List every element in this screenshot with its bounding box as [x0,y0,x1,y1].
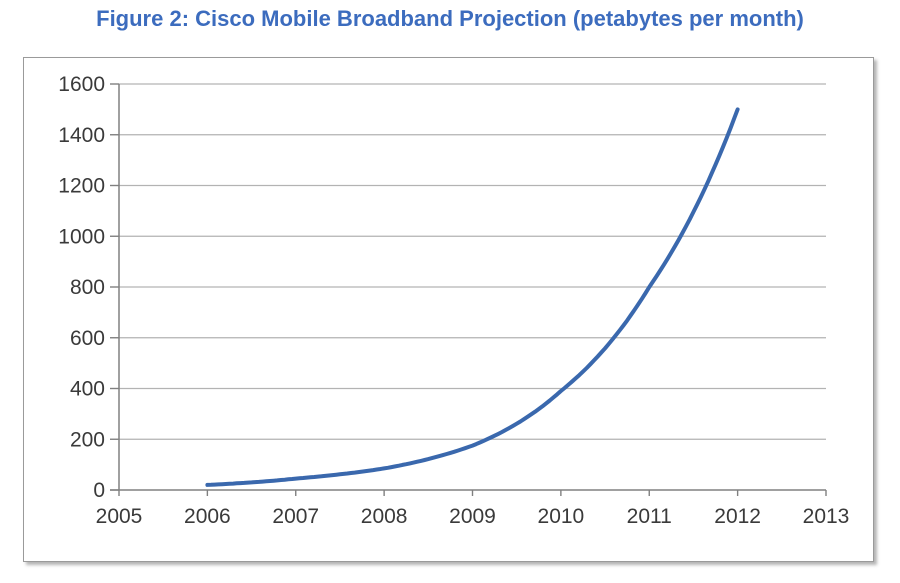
y-tick-label: 1200 [58,175,105,198]
y-tick-label: 400 [70,378,105,401]
y-tick-label: 1000 [58,225,105,248]
y-tick-label: 600 [70,327,105,350]
projection-line-chart: 0 200 400 600 800 1000 1200 1400 1600 2005 2006 200… [58,73,850,528]
x-tick-label: 2010 [538,505,585,528]
x-tick-label: 2013 [803,505,850,528]
data-series-line [205,107,740,487]
figure-title: Figure 2: Cisco Mobile Broadband Project… [96,6,804,31]
y-tick-label: 0 [93,479,105,502]
x-tick-label: 2007 [272,505,319,528]
x-tick-label: 2012 [714,505,761,528]
y-tick-label: 1400 [58,124,105,147]
x-tick-label: 2005 [96,505,143,528]
x-tick-label: 2011 [627,505,672,528]
x-tick-label: 2006 [184,505,231,528]
y-tick-label: 1600 [58,73,105,96]
x-tick-label: 2008 [361,505,408,528]
y-tick-label: 200 [70,428,105,451]
y-tick-label: 800 [70,276,105,299]
x-tick-label: 2009 [449,505,496,528]
chart-frame: 0 200 400 600 800 1000 1200 1400 1600 2005 2006 200… [23,57,874,562]
